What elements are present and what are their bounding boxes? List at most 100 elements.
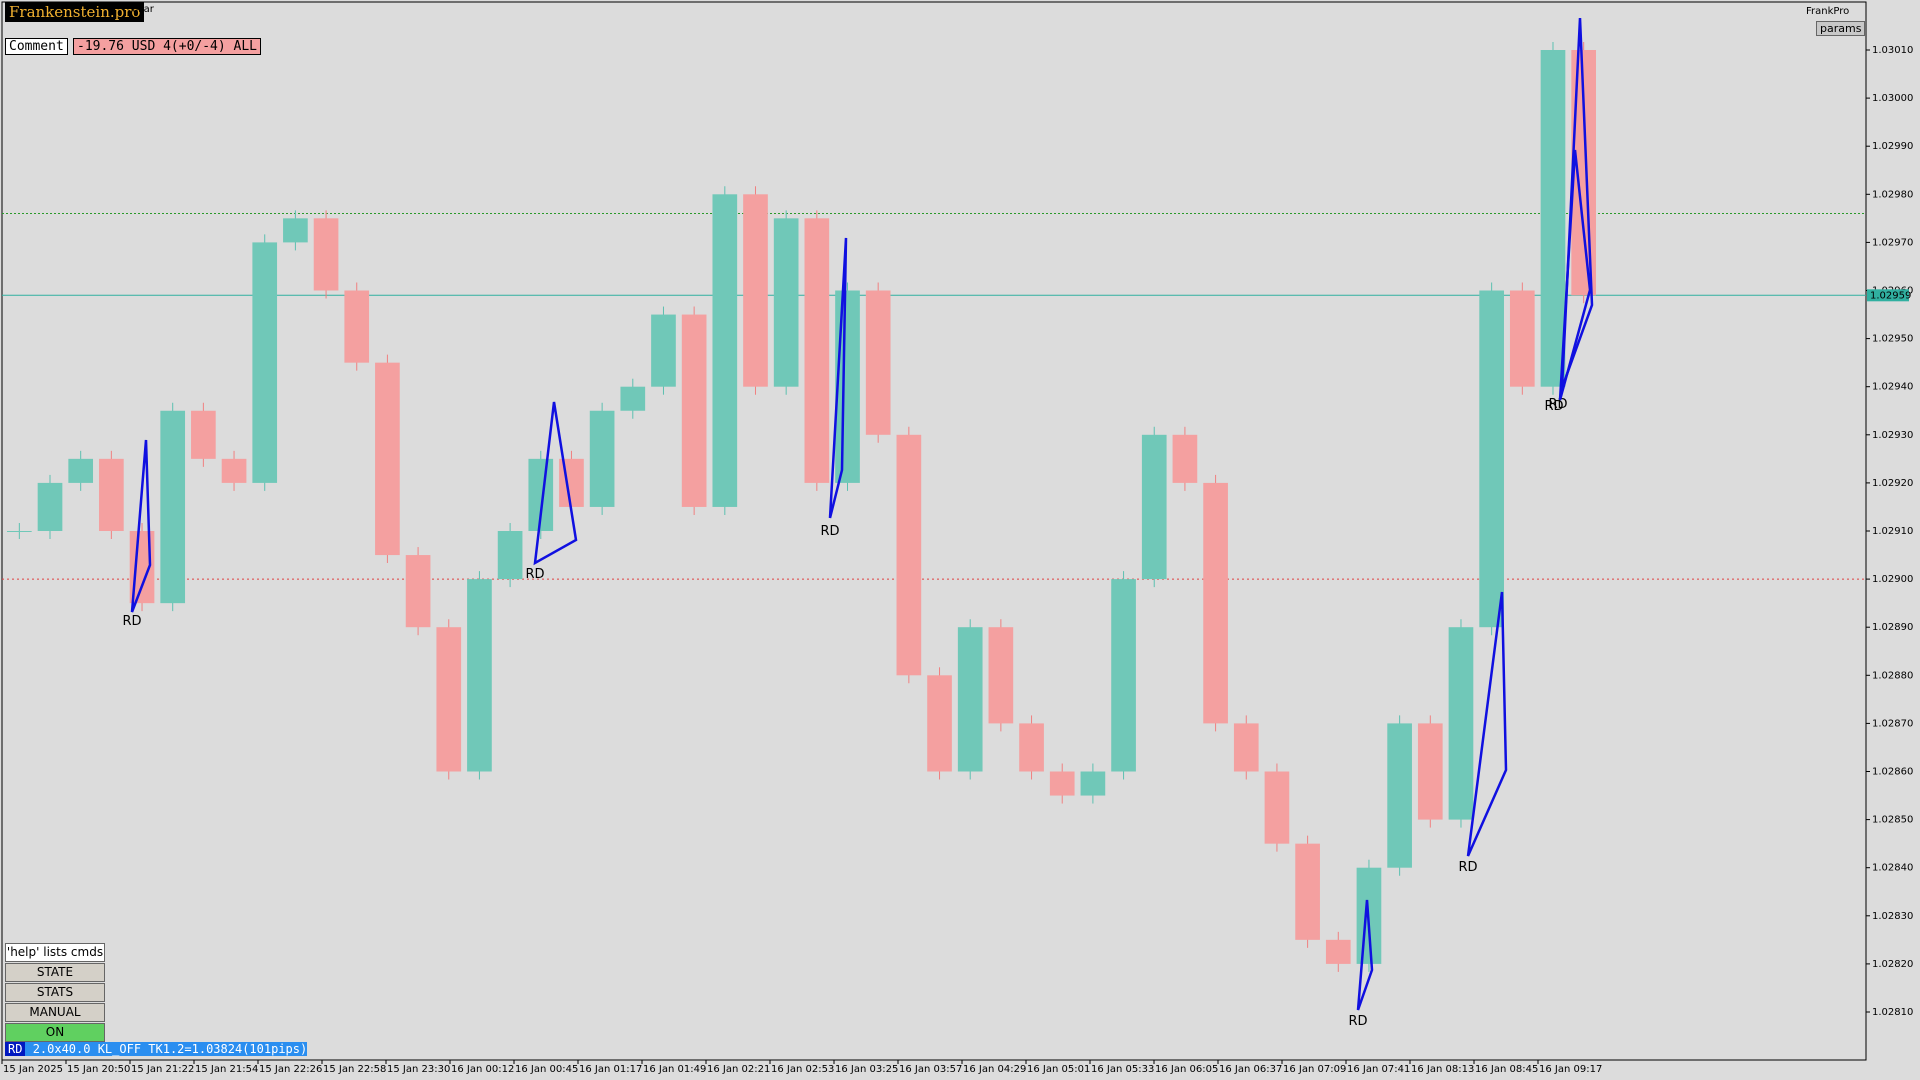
time-label: 15 Jan 23:30 bbox=[387, 1064, 450, 1075]
candle bbox=[1049, 771, 1075, 796]
time-label: 16 Jan 09:17 bbox=[1539, 1064, 1602, 1075]
price-label: 1.03010 bbox=[1872, 45, 1913, 56]
time-label: 16 Jan 08:45 bbox=[1475, 1064, 1538, 1075]
candle bbox=[191, 410, 216, 459]
panel-button[interactable]: STATE bbox=[5, 963, 105, 982]
time-label: 15 Jan 22:58 bbox=[323, 1064, 386, 1075]
time-label: 15 Jan 2025 bbox=[3, 1064, 63, 1075]
candle bbox=[160, 410, 186, 604]
price-label: 1.02980 bbox=[1872, 189, 1913, 200]
candle bbox=[405, 555, 431, 628]
time-label: 16 Jan 07:09 bbox=[1283, 1064, 1346, 1075]
time-label: 15 Jan 21:22 bbox=[131, 1064, 194, 1075]
panel-button[interactable]: ON bbox=[5, 1023, 105, 1042]
time-label: 16 Jan 03:57 bbox=[899, 1064, 962, 1075]
candle bbox=[1019, 723, 1044, 772]
candle bbox=[37, 482, 63, 531]
time-label: 15 Jan 20:50 bbox=[67, 1064, 130, 1075]
candle bbox=[221, 458, 247, 483]
rd-label: RD bbox=[820, 524, 839, 539]
time-label: 16 Jan 01:17 bbox=[579, 1064, 642, 1075]
price-label: 1.02840 bbox=[1872, 863, 1913, 874]
candle bbox=[375, 362, 400, 556]
candle bbox=[1264, 771, 1290, 844]
candle bbox=[1509, 290, 1535, 387]
candle bbox=[1172, 434, 1198, 483]
price-label: 1.02940 bbox=[1872, 382, 1913, 393]
rd-pattern bbox=[533, 401, 578, 566]
candle bbox=[1233, 723, 1259, 772]
price-label: 1.02930 bbox=[1872, 430, 1913, 441]
candle bbox=[1479, 290, 1504, 628]
panel-button[interactable]: 'help' lists cmds bbox=[5, 943, 105, 962]
current-price-box bbox=[1867, 289, 1909, 302]
time-label: 16 Jan 05:33 bbox=[1091, 1064, 1154, 1075]
candle bbox=[681, 314, 707, 507]
candle bbox=[1325, 939, 1351, 964]
rd-label: RD bbox=[1544, 399, 1563, 414]
price-label: 1.02890 bbox=[1872, 622, 1913, 633]
candle bbox=[865, 290, 891, 435]
comment-value: -19.76 USD 4(+0/-4) ALL bbox=[73, 38, 262, 55]
price-label: 1.02920 bbox=[1872, 478, 1913, 489]
rd-pattern bbox=[828, 237, 848, 519]
price-label: 1.02870 bbox=[1872, 718, 1913, 729]
time-label: 16 Jan 04:29 bbox=[963, 1064, 1026, 1075]
params-button[interactable]: params bbox=[1816, 21, 1866, 36]
candle bbox=[436, 627, 462, 772]
price-label: 1.02830 bbox=[1872, 911, 1913, 922]
candle bbox=[773, 218, 799, 387]
price-label: 1.02900 bbox=[1872, 574, 1913, 585]
candle bbox=[957, 627, 983, 772]
time-label: 15 Jan 21:54 bbox=[195, 1064, 258, 1075]
brand: Frankenstein.pro bbox=[5, 2, 145, 22]
time-label: 16 Jan 00:45 bbox=[515, 1064, 578, 1075]
rd-pattern bbox=[1466, 591, 1508, 857]
rd-pattern bbox=[130, 439, 152, 613]
candle bbox=[68, 458, 94, 483]
candle bbox=[252, 242, 278, 483]
candle bbox=[1141, 434, 1167, 580]
price-label: 1.02970 bbox=[1872, 237, 1913, 248]
price-label: 1.03000 bbox=[1872, 93, 1913, 104]
time-label: 15 Jan 22:26 bbox=[259, 1064, 322, 1075]
status-bar: RD 2.0x40.0 KL_OFF TK1.2=1.03824(101pips… bbox=[5, 1042, 308, 1056]
rd-label: RD bbox=[122, 614, 141, 629]
price-label: 1.02820 bbox=[1872, 959, 1913, 970]
candle bbox=[620, 386, 646, 411]
time-label: 16 Jan 08:13 bbox=[1411, 1064, 1474, 1075]
symbol: ollar bbox=[132, 4, 154, 15]
price-label: 1.02880 bbox=[1872, 670, 1913, 681]
time-label: 16 Jan 01:49 bbox=[643, 1064, 706, 1075]
time-label: 16 Jan 02:21 bbox=[707, 1064, 770, 1075]
rd-label: RD bbox=[1458, 860, 1477, 875]
candle bbox=[988, 627, 1014, 724]
candle bbox=[1203, 482, 1228, 724]
price-label: 1.02860 bbox=[1872, 767, 1913, 778]
panel-button[interactable]: STATS bbox=[5, 983, 105, 1002]
time-label: 16 Jan 05:01 bbox=[1027, 1064, 1090, 1075]
rd-label: RD bbox=[1548, 397, 1567, 412]
candle bbox=[927, 675, 952, 772]
time-label: 16 Jan 03:25 bbox=[835, 1064, 898, 1075]
time-label: 16 Jan 06:37 bbox=[1219, 1064, 1282, 1075]
candle bbox=[1540, 50, 1566, 387]
price-label: 1.02990 bbox=[1872, 141, 1913, 152]
candle bbox=[7, 531, 32, 532]
panel-button[interactable]: MANUAL bbox=[5, 1003, 105, 1022]
candle bbox=[1417, 723, 1443, 820]
time-label: 16 Jan 02:53 bbox=[771, 1064, 834, 1075]
candle bbox=[1080, 771, 1106, 796]
status-tag: RD bbox=[5, 1042, 26, 1056]
price-label: 1.02910 bbox=[1872, 526, 1913, 537]
candle bbox=[896, 434, 922, 676]
candle bbox=[467, 579, 492, 772]
candle bbox=[344, 290, 370, 363]
candle bbox=[712, 194, 738, 507]
candle bbox=[835, 290, 860, 483]
time-label: 16 Jan 00:12 bbox=[451, 1064, 514, 1075]
rd-pattern bbox=[1558, 149, 1592, 401]
price-label: 1.02950 bbox=[1872, 334, 1913, 345]
